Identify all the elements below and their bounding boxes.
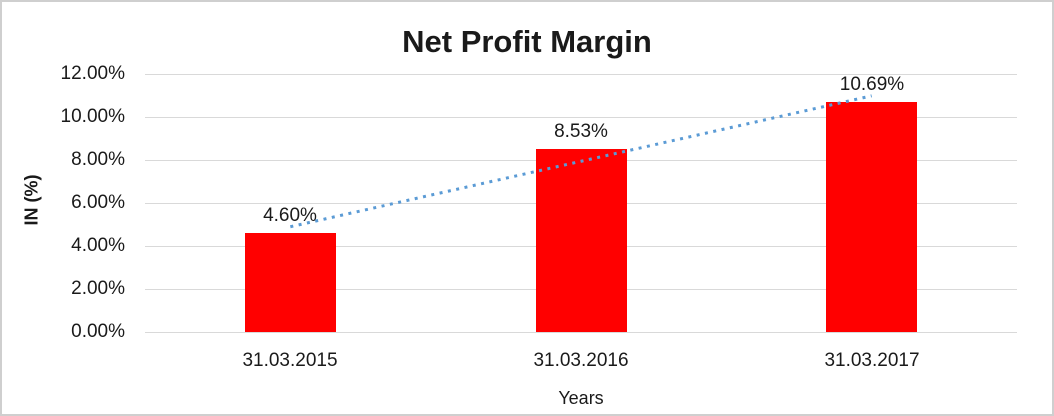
bar-value-label: 4.60% (263, 205, 317, 226)
trendline (290, 94, 872, 229)
x-axis-title: Years (558, 388, 604, 408)
y-tick-label: 10.00% (60, 106, 125, 127)
y-tick-label: 8.00% (71, 149, 125, 170)
chart-title: Net Profit Margin (402, 24, 652, 59)
plot-area: 4.60% 8.53% 10.69% (145, 74, 1017, 333)
y-tick-label: 12.00% (60, 63, 125, 84)
bar-value-label: 8.53% (554, 121, 608, 142)
y-tick-label: 6.00% (71, 192, 125, 213)
gridline (145, 117, 1017, 118)
bar-31-03-2016 (536, 149, 627, 332)
x-tick-label: 31.03.2017 (824, 350, 920, 371)
bar-31-03-2017 (826, 102, 917, 332)
y-tick-label: 0.00% (71, 321, 125, 342)
bar-31-03-2015 (245, 233, 336, 332)
x-tick-label: 31.03.2016 (533, 350, 629, 371)
bar-value-label: 10.69% (839, 74, 905, 95)
y-tick-label: 4.00% (71, 235, 125, 256)
y-tick-label: 2.00% (71, 278, 125, 299)
gridline (145, 332, 1017, 333)
x-tick-label: 31.03.2015 (242, 350, 338, 371)
gridline (145, 74, 1017, 75)
